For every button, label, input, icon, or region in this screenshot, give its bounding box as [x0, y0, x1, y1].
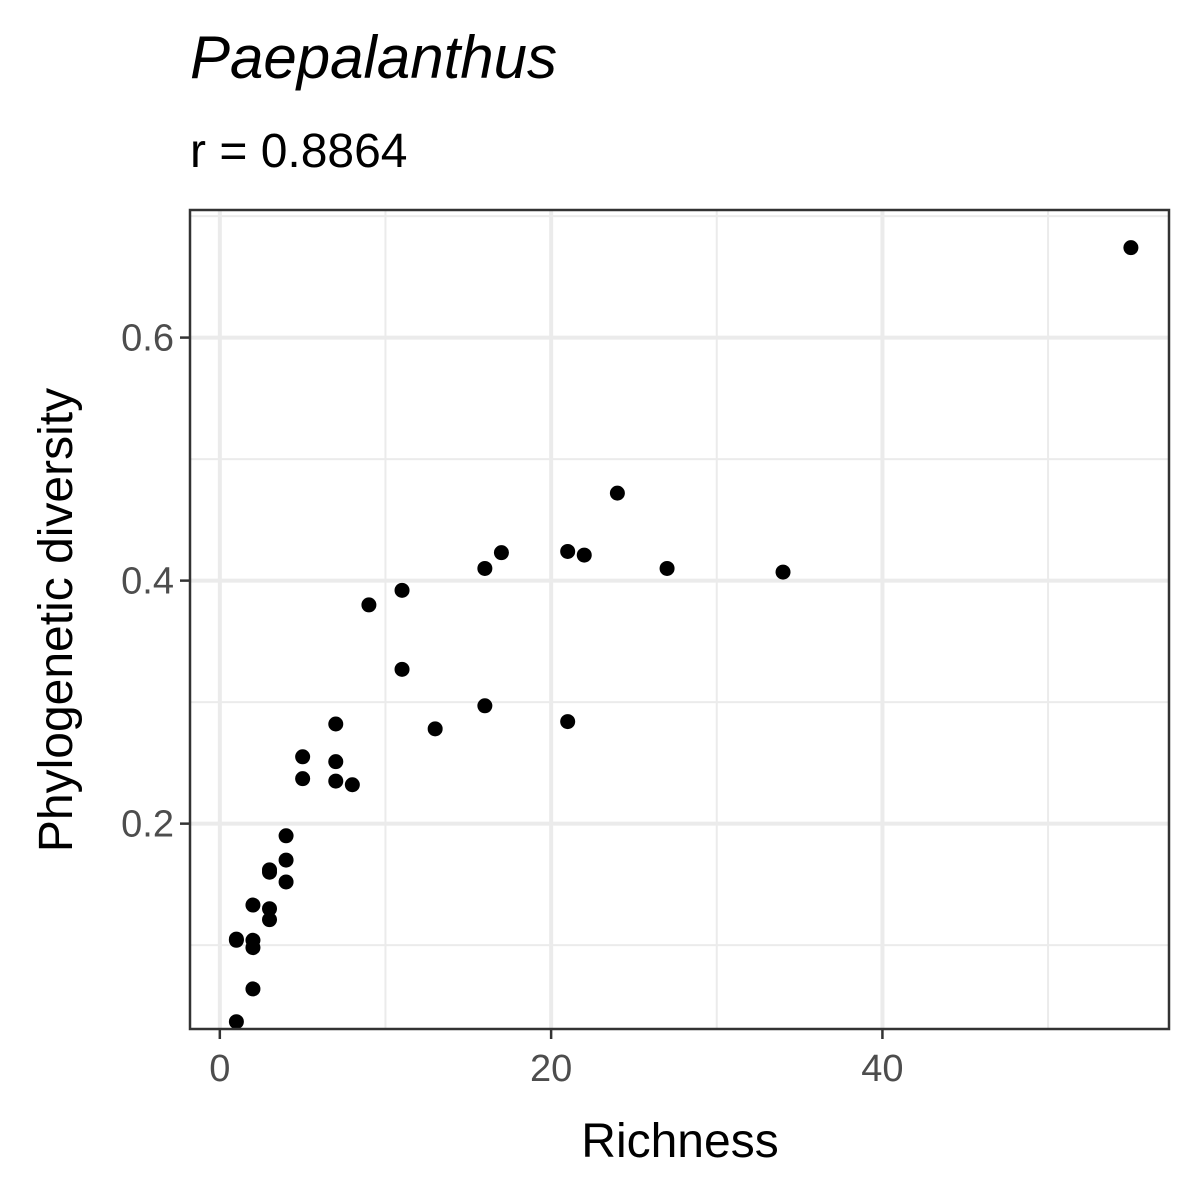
data-point [228, 932, 244, 948]
data-point [1123, 240, 1139, 256]
data-point [245, 897, 261, 913]
panel-border [188, 208, 1171, 1031]
data-point [328, 716, 344, 732]
data-point [228, 1014, 244, 1030]
x-tick-label: 20 [530, 1048, 572, 1090]
x-axis-title: Richness [581, 1115, 778, 1168]
data-point [262, 901, 278, 917]
data-point [775, 564, 791, 580]
chart-subtitle: r = 0.8864 [190, 125, 408, 178]
data-point [344, 777, 360, 793]
axis-ticks: 0 20 40 0.2 0.4 0.6 [121, 318, 903, 1090]
data-point [560, 543, 576, 559]
data-point [245, 981, 261, 997]
y-tick-label: 0.4 [121, 561, 174, 603]
data-point [295, 771, 311, 787]
data-point [328, 754, 344, 770]
data-point [659, 560, 675, 576]
data-point [394, 661, 410, 677]
data-point [477, 560, 493, 576]
data-point [609, 485, 625, 501]
data-point [278, 874, 294, 890]
x-tick-label: 0 [209, 1048, 230, 1090]
data-point [328, 773, 344, 789]
x-tick-label: 40 [861, 1048, 903, 1090]
data-point [262, 912, 278, 928]
data-point [361, 597, 377, 613]
data-point [394, 582, 410, 598]
data-point [560, 714, 576, 730]
y-tick-label: 0.6 [121, 318, 174, 360]
data-point [278, 852, 294, 868]
data-point [278, 828, 294, 844]
data-point [427, 721, 443, 737]
data-point [493, 545, 509, 561]
chart-title: Paepalanthus [190, 24, 557, 91]
data-point [295, 749, 311, 765]
data-point [477, 698, 493, 714]
data-point [262, 864, 278, 880]
data-point [245, 940, 261, 956]
y-axis-title: Phylogenetic diversity [30, 388, 83, 852]
y-tick-label: 0.2 [121, 804, 174, 846]
data-point [576, 547, 592, 563]
grid [190, 210, 1169, 1029]
data-points [228, 240, 1139, 1030]
